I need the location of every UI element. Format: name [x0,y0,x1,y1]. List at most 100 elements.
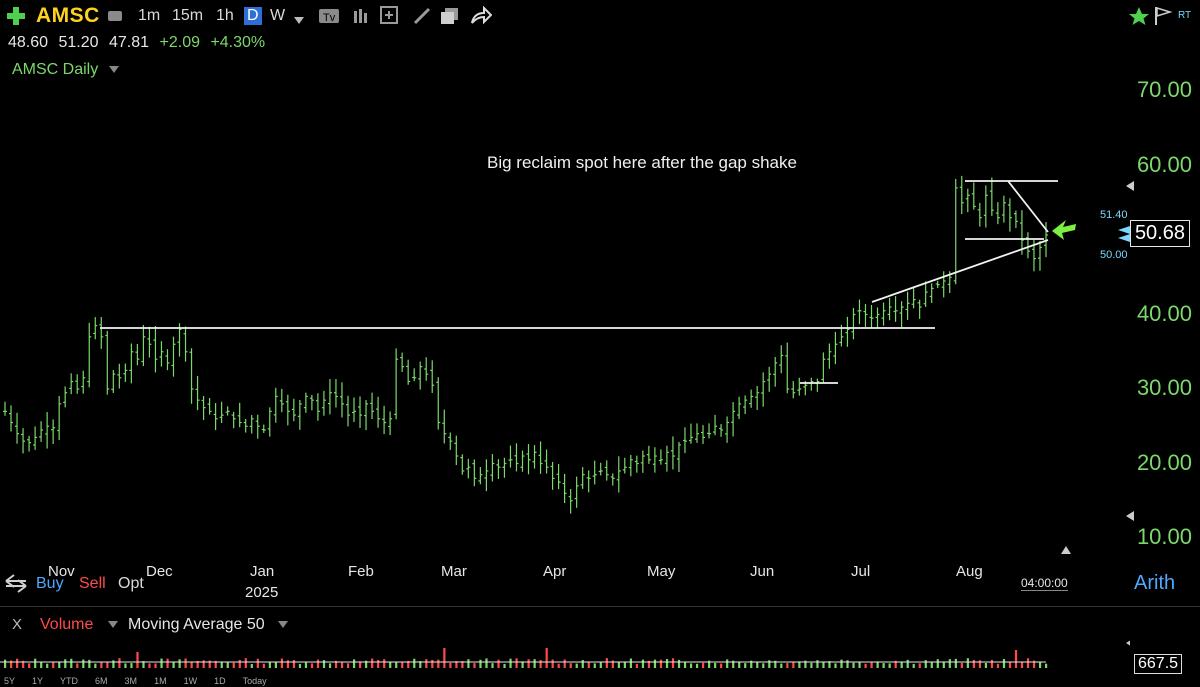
range-button[interactable]: 3M [124,676,138,686]
price-bar [550,461,555,490]
volume-bar [4,659,7,668]
volume-bar [762,663,765,668]
flag-icon[interactable] [1154,6,1174,31]
price-bar [688,423,693,444]
price-bar [171,336,176,377]
options-button[interactable]: Opt [118,575,144,592]
timeframe-15m[interactable]: 15m [172,7,204,24]
volume-bar [936,659,939,668]
volume-bar [190,661,193,668]
range-button[interactable]: 5Y [4,676,16,686]
price-bar [755,386,760,410]
chevron-down-icon[interactable] [278,621,288,629]
price-chart[interactable] [0,60,1200,570]
chevron-down-icon[interactable] [294,12,304,30]
price-bar [255,414,260,439]
scale-mode[interactable]: Arith [1134,572,1176,594]
open-value: 48.60 [8,34,49,51]
price-bar [827,343,832,369]
volume-bar [744,663,747,668]
range-button[interactable]: Today [242,676,267,686]
volume-bar [659,659,663,668]
tools-icon[interactable] [106,7,124,30]
add-symbol-icon[interactable] [6,6,26,26]
price-bar [508,445,513,468]
range-button[interactable]: YTD [60,676,79,686]
volume-bar [346,663,350,668]
volume-bar [455,661,458,668]
price-bar [123,363,128,382]
volume-bar [611,660,614,668]
volume-bar [720,663,723,668]
price-bar [580,467,585,489]
price-bar [358,396,363,428]
volume-bar [479,659,482,668]
buy-button[interactable]: Buy [36,575,64,592]
volume-bar [425,659,428,668]
price-bar [201,395,206,421]
close-panel-button[interactable]: X [12,616,23,633]
draw-pencil-icon[interactable] [412,6,432,31]
timeframe-weekly[interactable]: W [270,7,286,24]
price-bar [309,394,314,411]
volume-bar [431,659,434,668]
price-bar [93,317,98,340]
price-bar [941,271,946,298]
price-bar [153,326,158,373]
timeframe-daily[interactable]: D [244,7,262,25]
volume-indicator-label[interactable]: Volume [40,616,94,633]
price-bar [743,395,748,414]
share-icon[interactable] [470,5,493,31]
price-bar [737,396,742,419]
trade-arrows-icon[interactable] [4,573,28,598]
x-tick-label: Jan [250,563,275,580]
ma-indicator-label[interactable]: Moving Average 50 [128,616,265,633]
price-bar [418,361,423,390]
bars-icon[interactable] [352,7,370,30]
price-bar [767,366,772,392]
price-bar [598,462,603,476]
volume-bar [166,658,169,668]
volume-bar [292,660,296,668]
volume-bar [280,658,283,668]
price-bar [526,444,531,475]
volume-bar [298,663,302,668]
range-button[interactable]: 1D [214,676,226,686]
volume-bar [1026,658,1030,668]
volume-bar [94,663,97,668]
y-tick-label: 30.00 [1136,375,1192,400]
volume-bar [377,659,380,668]
favorite-star-icon[interactable] [1128,6,1150,31]
range-button[interactable]: 1W [183,676,198,686]
chart-title[interactable]: AMSC Daily [12,61,119,79]
price-bar [400,352,405,373]
volume-bar [389,661,392,668]
layers-icon[interactable] [440,7,460,30]
range-button[interactable]: 6M [95,676,108,686]
indicators-icon[interactable] [380,6,400,31]
price-bar [502,457,507,478]
volume-bar [142,661,145,668]
chart-title-text: AMSC Daily [12,61,99,78]
volume-bar [840,659,843,668]
range-button[interactable]: 1M [154,676,167,686]
chart-type-icon[interactable]: Tv [318,7,340,30]
price-bar [339,382,344,418]
price-bar [3,401,7,416]
timeframe-1m[interactable]: 1m [138,7,161,24]
chevron-down-icon[interactable] [108,621,118,629]
volume-bar [846,660,849,668]
price-bar [285,394,290,426]
volume-bar [214,660,217,668]
price-bar [857,299,862,325]
price-bar [953,178,958,285]
volume-bar [653,659,657,668]
range-button[interactable]: 1Y [32,676,44,686]
symbol-label[interactable]: AMSC [36,4,100,27]
price-bar [779,345,784,374]
price-bar [321,390,326,416]
range-buttons: 5Y 1Y YTD 6M 3M 1M 1W 1D Today [0,676,1200,687]
volume-chart[interactable] [0,636,1130,672]
timeframe-1h[interactable]: 1h [216,7,234,24]
sell-button[interactable]: Sell [79,575,106,592]
